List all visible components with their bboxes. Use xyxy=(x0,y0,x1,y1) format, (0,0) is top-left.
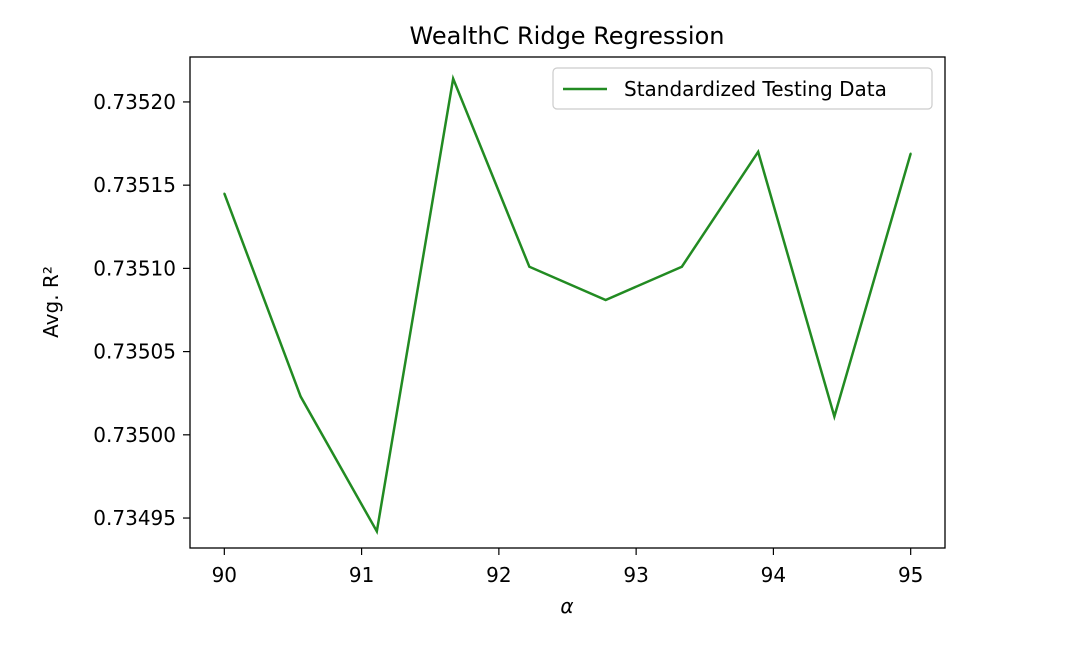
x-tick-label: 90 xyxy=(212,563,237,587)
y-tick-label: 0.73505 xyxy=(93,340,176,364)
y-tick-label: 0.73520 xyxy=(93,90,176,114)
x-axis-label: α xyxy=(560,594,573,618)
x-axis: 90 91 92 93 94 95 xyxy=(212,548,923,587)
data-point xyxy=(299,395,302,398)
plot-area-frame xyxy=(189,56,946,549)
data-point xyxy=(680,265,683,268)
data-point xyxy=(604,299,607,302)
data-point xyxy=(757,150,760,153)
x-tick-label: 92 xyxy=(486,563,511,587)
x-tick-label: 95 xyxy=(898,563,923,587)
series-layer xyxy=(223,74,912,536)
data-point xyxy=(833,415,836,418)
data-point xyxy=(909,152,912,155)
series-line xyxy=(223,74,912,536)
legend-box xyxy=(552,67,933,110)
y-axis-label: Avg. R² xyxy=(39,266,63,338)
y-tick-label: 0.73500 xyxy=(93,423,176,447)
x-tick-label: 91 xyxy=(349,563,374,587)
legend: Standardized Testing Data xyxy=(552,67,933,110)
y-tick-label: 0.73495 xyxy=(93,506,176,530)
data-point xyxy=(375,530,378,533)
legend-label: Standardized Testing Data xyxy=(624,77,887,101)
data-point xyxy=(528,265,531,268)
chart-title: WealthC Ridge Regression xyxy=(410,22,725,50)
data-point xyxy=(452,77,455,80)
x-tick-label: 94 xyxy=(761,563,786,587)
y-tick-label: 0.73515 xyxy=(93,173,176,197)
x-tick-label: 93 xyxy=(623,563,648,587)
y-tick-label: 0.73510 xyxy=(93,256,176,280)
data-point xyxy=(223,192,226,195)
y-axis: 0.73495 0.73500 0.73505 0.73510 0.73515 0.735… xyxy=(93,90,190,530)
